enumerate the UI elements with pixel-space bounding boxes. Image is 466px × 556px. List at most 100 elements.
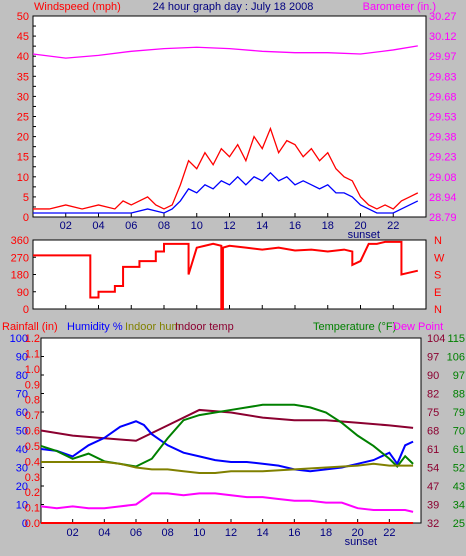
climate-x-tick-label: 12: [225, 527, 237, 539]
barometer-y-tick-label: 30.27: [429, 11, 457, 23]
climate-x-tick-label: 04: [98, 527, 110, 539]
barometer-y-tick-label: 29.38: [429, 132, 457, 144]
series-humidity-: [40, 420, 414, 473]
wind-x-tick-label: 22: [387, 220, 399, 232]
temperature-axis-label: Temperature (°F): [313, 321, 396, 333]
series-gust: [33, 171, 419, 214]
indoor-temp-tick-label: 104: [427, 333, 445, 345]
direction-y-tick-label: 360: [11, 235, 29, 247]
climate-x-tick-label: 06: [130, 527, 142, 539]
wind-panel-grid: [33, 15, 394, 218]
direction-y-tick-label: 180: [11, 270, 29, 282]
direction-panel-grid: [33, 239, 394, 310]
wind-panel-plot-area: [32, 15, 427, 218]
compass-tick-label: N: [434, 304, 442, 316]
rain-tick-label: 0.2: [25, 487, 40, 499]
indoor-temp-tick-label: 75: [427, 407, 439, 419]
temperature-tick-label: 34: [453, 500, 465, 512]
indoor-temp-tick-label: 54: [427, 463, 439, 475]
wind-y-tick-label: 0: [23, 212, 29, 224]
barometer-y-tick-label: 29.97: [429, 51, 457, 63]
wind-y-tick-label: 40: [17, 51, 29, 63]
wind-y-tick-label: 20: [17, 132, 29, 144]
wind-y-tick-label: 15: [17, 152, 29, 164]
temperature-tick-label: 70: [453, 426, 465, 438]
sunset-label: sunset: [345, 536, 377, 548]
rain-tick-label: 0.8: [25, 395, 40, 407]
compass-tick-label: W: [434, 252, 445, 264]
chart-title: 24 hour graph day : July 18 2008: [153, 1, 314, 13]
rain-tick-label: 0.1: [25, 503, 40, 515]
wind-y-tick-label: 30: [17, 91, 29, 103]
wind-x-tick-label: 14: [256, 220, 268, 232]
indoor-temp-tick-label: 32: [427, 518, 439, 530]
windspeed-axis-label: Windspeed (mph): [34, 1, 121, 13]
temperature-tick-label: 43: [453, 481, 465, 493]
rain-tick-label: 1.2: [25, 333, 40, 345]
direction-y-tick-label: 270: [11, 252, 29, 264]
indoor-hum-axis-label: Indoor hum: [125, 321, 181, 333]
wind-y-tick-label: 5: [23, 192, 29, 204]
rainfall-axis-label: Rainfall (in): [2, 321, 58, 333]
temperature-tick-label: 88: [453, 389, 465, 401]
climate-panel-plot-area: [40, 337, 422, 524]
series-barometer-in-: [32, 45, 418, 59]
barometer-y-tick-label: 28.94: [429, 192, 457, 204]
temperature-tick-label: 106: [447, 352, 465, 364]
temperature-tick-label: 79: [453, 407, 465, 419]
humidity-tick-label: 90: [16, 352, 28, 364]
barometer-y-tick-label: 29.83: [429, 71, 457, 83]
wind-x-tick-label: 18: [322, 220, 334, 232]
wind-x-tick-label: 02: [60, 220, 72, 232]
climate-panel-tick-labels: 0 10 20 30 40 50 60 70 80 90 100 0.0 0.1 0.2 0.3 0.4 0.5…: [10, 333, 465, 548]
barometer-y-tick-label: 30.12: [429, 31, 457, 43]
wind-y-tick-label: 35: [17, 71, 29, 83]
rain-tick-label: 0.9: [25, 379, 40, 391]
compass-tick-label: S: [434, 270, 441, 282]
temperature-tick-label: 52: [453, 463, 465, 475]
indoor-temp-tick-label: 90: [427, 370, 439, 382]
climate-panel-series: [40, 403, 414, 524]
wind-x-tick-label: 04: [92, 220, 104, 232]
rain-tick-label: 0.7: [25, 410, 40, 422]
rain-tick-label: 1.1: [25, 348, 40, 360]
barometer-axis-label: Barometer (in.): [363, 1, 436, 13]
wind-x-tick-label: 20: [354, 220, 366, 232]
humidity-tick-label: 30: [16, 463, 28, 475]
climate-x-tick-label: 20: [352, 527, 364, 539]
barometer-y-tick-label: 28.79: [429, 212, 457, 224]
rain-tick-label: 0.0: [25, 518, 40, 530]
climate-x-tick-label: 02: [67, 527, 79, 539]
humidity-tick-label: 40: [16, 444, 28, 456]
climate-x-tick-label: 08: [162, 527, 174, 539]
climate-x-tick-label: 16: [288, 527, 300, 539]
series-wind-direction: [33, 240, 419, 310]
rain-tick-label: 0.5: [25, 441, 40, 453]
humidity-tick-label: 20: [16, 481, 28, 493]
wind-y-tick-label: 50: [17, 11, 29, 23]
humidity-tick-label: 10: [16, 500, 28, 512]
climate-x-tick-label: 10: [193, 527, 205, 539]
humidity-tick-label: 50: [16, 426, 28, 438]
dew-point-axis-label: Dew Point: [393, 321, 443, 333]
barometer-y-tick-label: 29.23: [429, 152, 457, 164]
sunset-label: sunset: [348, 229, 380, 241]
humidity-tick-label: 70: [16, 389, 28, 401]
indoor-temp-tick-label: 39: [427, 500, 439, 512]
compass-tick-label: E: [434, 287, 441, 299]
indoor-temp-tick-label: 97: [427, 352, 439, 364]
direction-panel-series: [33, 240, 419, 310]
indoor-temp-axis-label: Indoor temp: [175, 321, 234, 333]
series-dew-point: [40, 492, 414, 513]
wind-y-tick-label: 45: [17, 31, 29, 43]
climate-x-tick-label: 14: [257, 527, 269, 539]
rain-tick-label: 0.3: [25, 472, 40, 484]
direction-y-tick-label: 90: [17, 287, 29, 299]
wind-x-tick-label: 16: [289, 220, 301, 232]
humidity-axis-label: Humidity %: [67, 321, 123, 333]
indoor-temp-tick-label: 82: [427, 389, 439, 401]
humidity-tick-label: 100: [10, 333, 28, 345]
